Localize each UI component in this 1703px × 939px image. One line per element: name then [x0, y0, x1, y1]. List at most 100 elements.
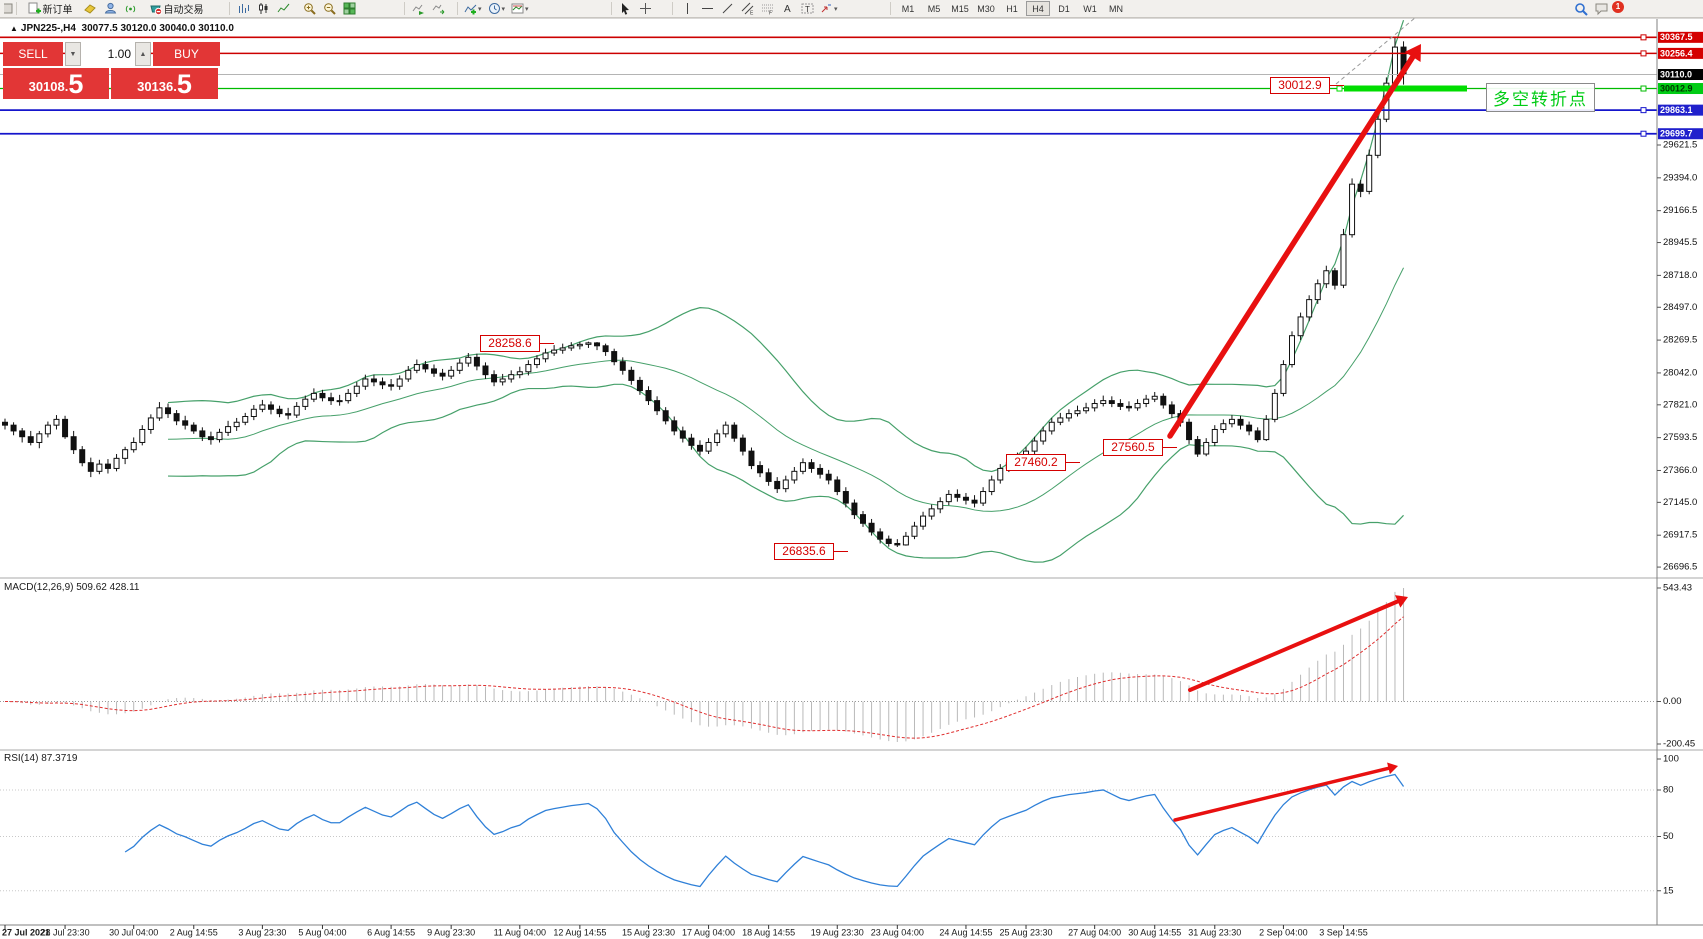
fibonacci-tool[interactable]: F [758, 1, 776, 16]
time-axis-label: 15 Aug 23:30 [622, 927, 675, 937]
time-axis-label: 17 Aug 04:00 [682, 927, 735, 937]
zoom-in-icon[interactable] [300, 1, 318, 16]
candle-body [533, 358, 540, 366]
timeframe-button-W1[interactable]: W1 [1083, 3, 1097, 14]
candle-body [1314, 283, 1321, 301]
candle-body [353, 385, 360, 394]
volume-input[interactable]: 1.00 [107, 47, 131, 61]
sell-price[interactable]: 30108. 5 [3, 68, 109, 99]
search-icon[interactable] [1572, 1, 1590, 16]
buy-price[interactable]: 30136. 5 [111, 68, 218, 99]
timeframe-button-MN[interactable]: MN [1109, 3, 1123, 14]
auto-trading-label: 自动交易 [163, 5, 204, 16]
candle-body [971, 499, 978, 504]
candle-body [70, 436, 77, 451]
candle-body [645, 390, 652, 402]
price-axis-value: 28269.5 [1663, 335, 1697, 346]
text-tool[interactable]: A [778, 1, 796, 16]
svg-text:A: A [784, 4, 791, 15]
candle-body [1289, 335, 1295, 366]
chart-shift-icon[interactable] [429, 1, 447, 16]
volume-increase-button[interactable]: ▲ [135, 42, 151, 66]
sell-button[interactable]: SELL [3, 42, 63, 66]
crosshair-icon[interactable] [636, 1, 654, 16]
timeframe-button-H4[interactable]: H4 [1026, 1, 1050, 16]
arrows-tool[interactable]: ▾ [818, 1, 840, 16]
rsi-axis-value: 50 [1663, 831, 1674, 842]
trendline-tool[interactable] [718, 1, 736, 16]
bar-chart-icon[interactable] [234, 1, 252, 16]
candle-body [619, 361, 626, 371]
price-callout[interactable]: 30012.9 [1270, 77, 1330, 94]
price-callout[interactable]: 26835.6 [774, 543, 834, 560]
candle-body [782, 479, 789, 490]
eraser-icon[interactable] [81, 1, 99, 16]
line-handle [1640, 107, 1647, 114]
candle-body [491, 374, 498, 383]
candle-body [1254, 430, 1261, 441]
tile-windows-icon[interactable] [340, 1, 358, 16]
candle-body [1374, 118, 1381, 156]
candle-body [165, 407, 172, 415]
time-axis-label: 31 Aug 23:30 [1188, 927, 1241, 937]
horizontal-line-tool[interactable] [698, 1, 716, 16]
window-icon[interactable] [0, 1, 18, 16]
candle-body [1151, 395, 1158, 400]
candle-body [748, 450, 755, 467]
zoom-out-icon[interactable] [320, 1, 338, 16]
price-badge-value: 29863.1 [1660, 105, 1693, 115]
price-badge [1658, 128, 1703, 140]
time-axis-label: 30 Jul 04:00 [109, 927, 158, 937]
chat-icon[interactable] [1592, 1, 1612, 16]
vertical-line-tool[interactable] [678, 1, 696, 16]
candle-body [19, 430, 26, 438]
candles-group [2, 37, 1407, 548]
candle-body [851, 502, 858, 516]
auto-scroll-icon[interactable] [409, 1, 427, 16]
notification-badge[interactable]: 1 [1612, 1, 1624, 13]
timeframe-button-M5[interactable]: M5 [927, 3, 941, 14]
auto-trading-button[interactable]: 自动交易 [141, 1, 211, 16]
line-handle [1640, 130, 1647, 137]
periods-button[interactable]: ▾ [486, 1, 508, 16]
channel-tool[interactable]: E [738, 1, 756, 16]
candle-body [62, 418, 69, 438]
timeframe-button-M15[interactable]: M15 [951, 3, 969, 14]
candle-body [1065, 413, 1072, 419]
timeframe-button-D1[interactable]: D1 [1058, 3, 1070, 14]
price-up-arrow-icon: ▲ [10, 24, 18, 33]
price-callout[interactable]: 27460.2 [1006, 454, 1066, 471]
price-callout[interactable]: 28258.6 [480, 335, 540, 352]
cursor-icon[interactable] [616, 1, 634, 16]
profile-icon[interactable] [101, 1, 119, 16]
candle-body [448, 369, 455, 377]
new-order-button[interactable]: 新订单 [21, 1, 79, 16]
candle-body [1246, 424, 1253, 432]
macd-signal-line [4, 616, 1404, 739]
turning-point-annotation[interactable]: 多空转折点 [1486, 83, 1595, 112]
candle-body [199, 430, 206, 438]
candle-body [207, 436, 214, 441]
indicators-button[interactable]: ▾ [462, 1, 484, 16]
timeframe-button-M1[interactable]: M1 [901, 3, 915, 14]
timeframe-button-M30[interactable]: M30 [977, 3, 995, 14]
candle-body [36, 433, 43, 443]
candle-body [173, 413, 180, 422]
templates-button[interactable]: ▾ [509, 1, 531, 16]
signal-icon[interactable] [121, 1, 139, 16]
candle-body [962, 496, 969, 501]
buy-button[interactable]: BUY [153, 42, 220, 66]
candle-body [1074, 410, 1081, 415]
timeframe-button-H1[interactable]: H1 [1006, 3, 1018, 14]
price-callout[interactable]: 27560.5 [1103, 439, 1163, 456]
text-label-tool[interactable]: T [798, 1, 816, 16]
candle-body [817, 467, 824, 475]
candlestick-chart-icon[interactable] [254, 1, 272, 16]
line-chart-icon[interactable] [274, 1, 292, 16]
volume-decrease-button[interactable]: ▼ [65, 42, 81, 66]
candle-body [422, 364, 429, 370]
candle-body [774, 480, 781, 490]
template-icon [511, 3, 524, 14]
